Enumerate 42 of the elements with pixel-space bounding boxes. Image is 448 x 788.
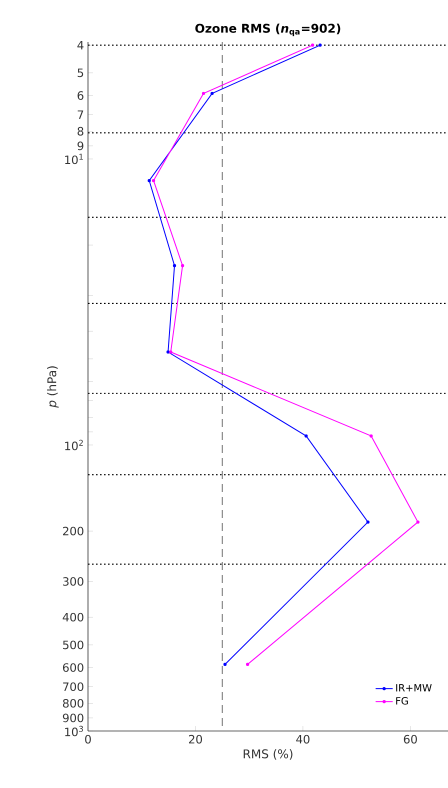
x-tick-label: 0 xyxy=(85,734,91,744)
y-tick-label: 7 xyxy=(78,110,84,119)
y-tick-label: 700 xyxy=(63,682,84,692)
y-tick-label: 4 xyxy=(77,40,84,50)
y-axis-title: p (hPa) xyxy=(47,366,59,408)
x-axis-title: RMS (%) xyxy=(244,749,292,760)
point xyxy=(416,520,420,524)
y-tick-label: 300 xyxy=(63,577,84,586)
point xyxy=(370,434,373,438)
y-tick-label: 10$^{3}$ xyxy=(65,726,83,736)
legend-label: FG xyxy=(396,697,408,705)
point xyxy=(169,350,172,354)
y-tick-label: 900 xyxy=(62,714,84,722)
x-tick-label: 60 xyxy=(404,734,417,744)
point xyxy=(223,662,227,666)
point xyxy=(304,434,308,438)
point xyxy=(166,350,170,354)
point xyxy=(210,92,214,96)
y-tick-label: 10$^{1}$ xyxy=(65,154,83,164)
x-tick-label: 20 xyxy=(188,734,202,744)
point xyxy=(202,92,206,96)
y-tick-label: 5 xyxy=(78,68,84,78)
x-tick-label: 40 xyxy=(296,734,310,744)
chart-title: Ozone RMS (n$_{qa}$=902) xyxy=(195,24,340,36)
point xyxy=(318,44,322,47)
y-tick-label: 400 xyxy=(62,612,84,622)
y-tick-label: 9 xyxy=(78,142,84,150)
point xyxy=(148,178,151,182)
y-tick-label: 10$^{2}$ xyxy=(65,440,83,450)
point xyxy=(366,520,370,524)
y-tick-label: 200 xyxy=(63,526,84,536)
point xyxy=(152,178,156,182)
point xyxy=(310,44,314,47)
y-tick-label: 6 xyxy=(78,91,84,100)
point xyxy=(172,264,176,268)
y-tick-label: 600 xyxy=(62,663,84,672)
point xyxy=(246,662,250,666)
legend-label: IR+MW xyxy=(396,684,432,692)
point xyxy=(180,264,184,268)
y-tick-label: 8 xyxy=(78,126,84,136)
y-tick-label: 800 xyxy=(62,698,84,708)
y-tick-label: 500 xyxy=(63,640,84,650)
